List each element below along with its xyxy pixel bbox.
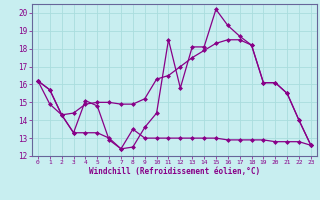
X-axis label: Windchill (Refroidissement éolien,°C): Windchill (Refroidissement éolien,°C)	[89, 167, 260, 176]
